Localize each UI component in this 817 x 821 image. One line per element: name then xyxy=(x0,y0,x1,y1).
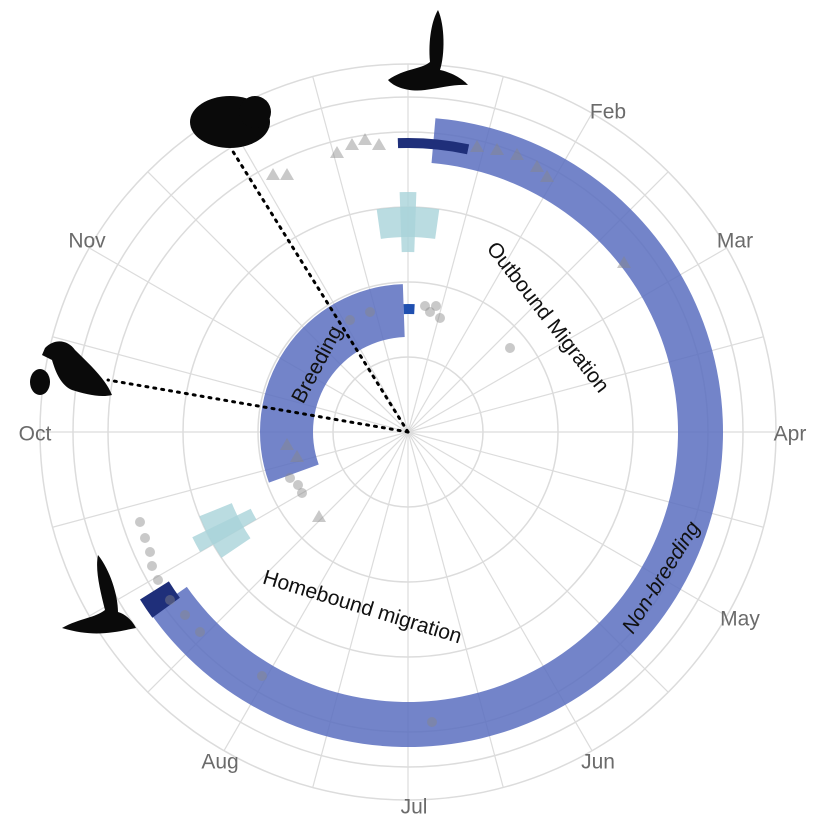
grid-spoke xyxy=(52,336,409,433)
connector-lines xyxy=(106,148,410,434)
month-label: Oct xyxy=(19,423,52,446)
bird-icons xyxy=(30,10,468,634)
grid-spoke xyxy=(52,431,409,528)
grid-spoke xyxy=(223,113,409,433)
month-label: Apr xyxy=(774,423,807,446)
observations xyxy=(135,133,631,727)
month-label: May xyxy=(720,608,760,631)
month-label: Mar xyxy=(717,230,753,253)
grid-spoke xyxy=(89,247,409,433)
phase-label: Outbound Migration xyxy=(482,238,614,398)
month-label: Aug xyxy=(201,751,238,774)
homebound-range xyxy=(192,508,257,552)
homebound-mean xyxy=(140,581,180,618)
month-label: Jul xyxy=(401,796,428,819)
phase-bands xyxy=(140,118,723,747)
month-label: Jun xyxy=(581,751,615,774)
grid-spoke xyxy=(312,76,409,433)
outbound-mean xyxy=(397,138,470,155)
grid-spoke xyxy=(147,171,409,433)
month-label: Feb xyxy=(590,101,626,124)
breeding-mean xyxy=(403,304,415,315)
outbound-range xyxy=(399,191,417,253)
breeding-band xyxy=(260,284,405,483)
month-label: Nov xyxy=(68,230,106,253)
